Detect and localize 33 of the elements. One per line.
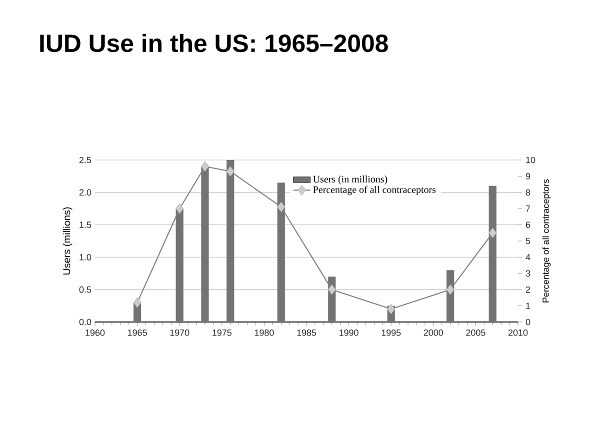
y-tick-label: 0.5 (79, 286, 92, 293)
y2-tick-label: 7 (526, 206, 530, 212)
y2-tick-label: 8 (526, 189, 530, 196)
x-tick-label: 1960 (86, 330, 105, 336)
y2-tick-label: 1 (526, 302, 530, 309)
y2-tick-label: 5 (526, 238, 530, 244)
y-tick-label: 0.0 (79, 318, 92, 326)
x-tick-label: 1975 (212, 330, 232, 336)
chart-title: IUD Use in the US: 1965–2008 (40, 34, 388, 52)
y2-tick-label: 9 (526, 173, 530, 180)
y-tick-label: 2.0 (79, 189, 92, 196)
y2-tick-label: 3 (526, 270, 530, 277)
x-tick-label: 2000 (424, 330, 444, 336)
y2-tick-label: 10 (526, 156, 536, 164)
x-tick-label: 1965 (128, 330, 147, 336)
y-tick-label: 2.5 (79, 156, 92, 164)
y-tick-label: 1.0 (80, 254, 92, 260)
y2-tick-label: 6 (526, 222, 530, 228)
y-tick-label: 1.5 (80, 222, 92, 228)
x-tick-label: 1990 (340, 330, 358, 336)
y2-tick-label: 4 (526, 254, 530, 260)
legend-label: Users (in millions) (313, 176, 388, 185)
x-tick-label: 2005 (466, 330, 486, 336)
x-tick-label: 1995 (382, 330, 401, 336)
y2-tick-label: 0 (526, 318, 530, 326)
y2-tick-label: 2 (526, 286, 530, 293)
x-tick-label: 1980 (254, 330, 274, 336)
legend-label: Percentage of all contraceptors (313, 186, 436, 196)
x-tick-label: 1985 (297, 330, 316, 336)
x-tick-label: 1970 (170, 330, 190, 336)
y2-axis-title: Percentage of all contraceptors (542, 179, 551, 302)
y-axis-title: Users (millions) (62, 207, 72, 275)
x-tick-label: 2010 (508, 330, 528, 336)
